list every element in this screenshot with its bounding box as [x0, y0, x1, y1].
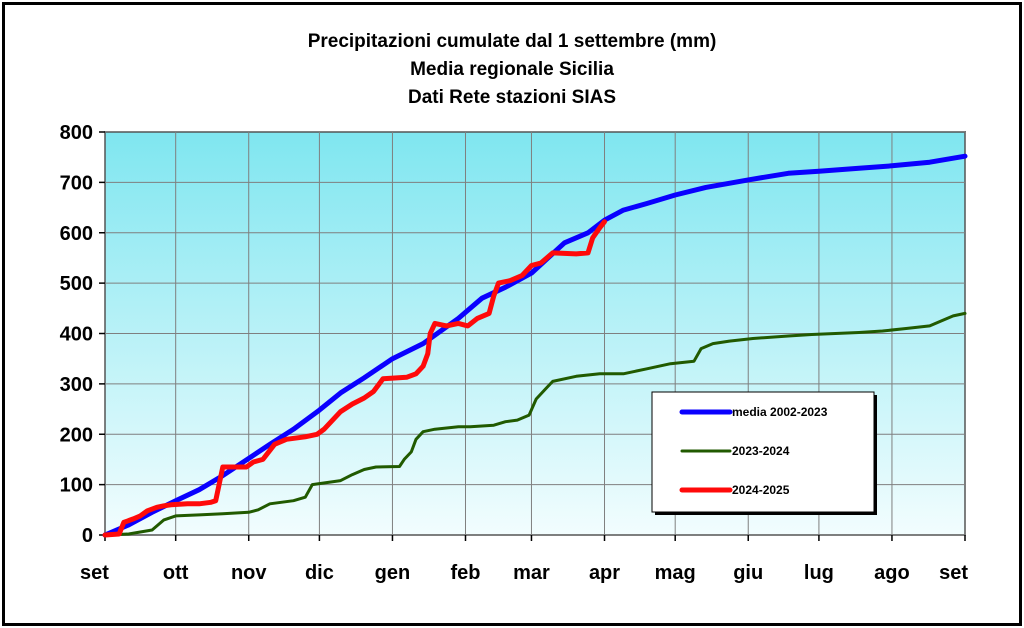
x-tick-label: mag: [655, 562, 696, 584]
x-tick-label: set: [80, 562, 109, 584]
chart-subtitle-source: Dati Rete stazioni SIAS: [408, 87, 616, 108]
series-line-2: [102, 219, 607, 538]
x-tick-label: set: [939, 562, 968, 584]
x-tick-label: giu: [733, 562, 763, 584]
y-tick-label: 100: [60, 475, 93, 497]
y-tick-label: 0: [82, 525, 93, 547]
x-tick-label: ago: [874, 562, 910, 584]
series-line-1: [103, 311, 967, 537]
y-tick-label: 400: [60, 324, 93, 346]
x-tick-label: nov: [231, 562, 267, 584]
legend-label: media 2002-2023: [732, 405, 828, 419]
chart-title: Precipitazioni cumulate dal 1 settembre …: [307, 31, 717, 52]
legend-label: 2024-2025: [732, 483, 790, 497]
x-tick-label: dic: [305, 562, 334, 584]
y-tick-label: 700: [60, 172, 93, 194]
x-tick-label: apr: [589, 562, 620, 584]
y-tick-label: 500: [60, 273, 93, 295]
y-tick-label: 800: [60, 122, 93, 144]
y-tick-label: 200: [60, 424, 93, 446]
x-tick-label: gen: [375, 562, 411, 584]
y-tick-label: 300: [60, 374, 93, 396]
x-tick-label: mar: [513, 562, 550, 584]
x-tick-label: ott: [163, 562, 189, 584]
legend-label: 2023-2024: [732, 444, 790, 458]
x-tick-label: lug: [804, 562, 834, 584]
chart-subtitle-region: Media regionale Sicilia: [410, 59, 614, 80]
axis-ticks: 0 100 200 300 400 500 600 700 800 set ott nov dic gen…: [60, 122, 969, 584]
y-tick-label: 600: [60, 223, 93, 245]
chart-title-block: Precipitazioni cumulate dal 1 settembre …: [0, 28, 1024, 112]
legend: media 2002-2023 2023-2024 2024-2025: [651, 391, 877, 515]
x-tick-label: feb: [450, 562, 480, 584]
data-series: [102, 153, 968, 538]
